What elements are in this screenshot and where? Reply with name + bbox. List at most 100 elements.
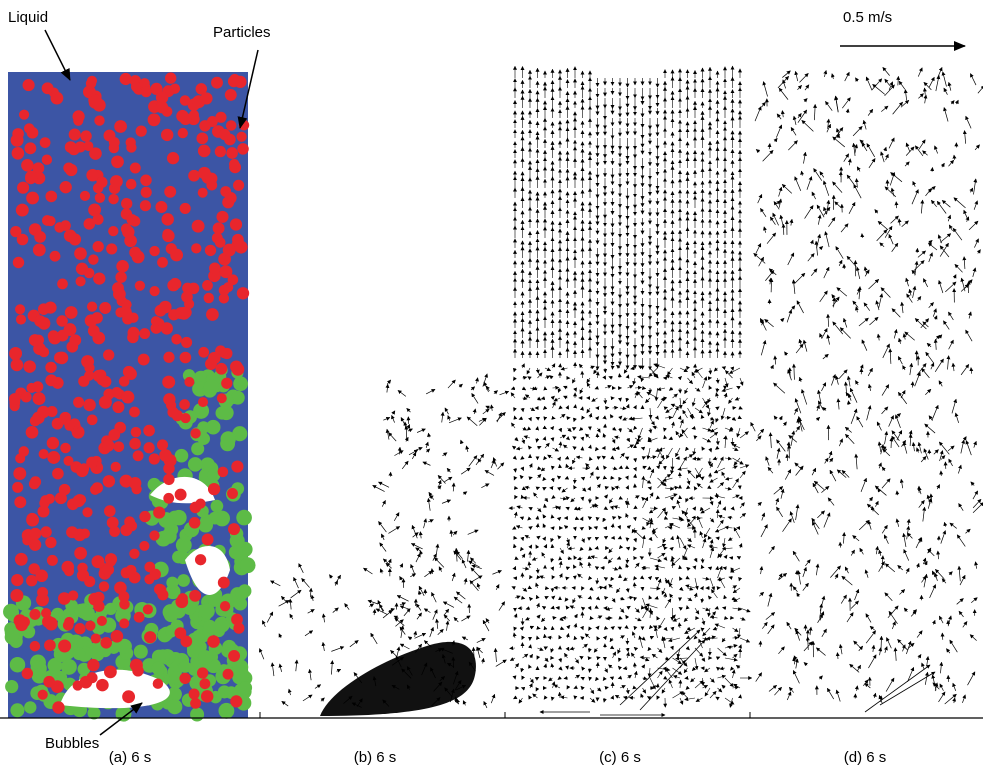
velocity-arrow <box>650 609 651 618</box>
velocity-arrow <box>725 507 726 508</box>
velocity-arrow <box>949 340 954 349</box>
velocity-arrow <box>892 622 895 629</box>
velocity-arrow <box>848 109 849 113</box>
velocity-arrow <box>673 692 684 699</box>
velocity-arrow <box>575 388 576 391</box>
particle <box>200 92 212 104</box>
velocity-arrow <box>605 636 607 638</box>
velocity-arrow <box>856 179 857 188</box>
velocity-arrow <box>658 671 663 678</box>
velocity-arrow <box>608 558 612 563</box>
velocity-arrow <box>635 518 636 521</box>
velocity-arrow <box>885 79 890 86</box>
velocity-arrow <box>954 198 966 208</box>
velocity-arrow <box>925 95 926 103</box>
velocity-arrow <box>918 296 921 301</box>
particle <box>188 170 200 182</box>
velocity-arrow <box>523 468 524 471</box>
velocity-arrow <box>515 596 520 598</box>
velocity-arrow <box>516 448 522 449</box>
velocity-arrow <box>922 368 930 377</box>
particle <box>56 352 69 365</box>
velocity-arrow <box>929 303 934 308</box>
velocity-arrow <box>703 586 704 588</box>
particle <box>208 483 220 495</box>
velocity-arrow <box>723 608 726 609</box>
velocity-arrow <box>770 433 771 448</box>
velocity-arrow <box>658 553 666 558</box>
particle <box>91 312 103 324</box>
velocity-arrow <box>580 388 583 394</box>
velocity-arrow <box>628 404 629 408</box>
particle <box>88 254 98 264</box>
velocity-arrow <box>702 598 703 603</box>
particle <box>103 349 114 360</box>
velocity-arrow <box>597 578 598 584</box>
particle <box>143 425 155 437</box>
particle <box>45 362 56 373</box>
particle <box>64 229 77 242</box>
velocity-arrow <box>605 368 606 373</box>
velocity-arrow <box>733 448 739 451</box>
velocity-arrow <box>615 487 620 488</box>
particle <box>163 352 174 363</box>
velocity-arrow <box>380 569 382 574</box>
velocity-arrow <box>573 447 575 449</box>
velocity-arrow <box>424 571 432 577</box>
velocity-arrow <box>400 606 409 609</box>
particle <box>136 125 147 136</box>
velocity-arrow <box>898 392 906 404</box>
velocity-arrow <box>735 398 740 400</box>
velocity-arrow <box>640 557 643 559</box>
velocity-arrow <box>777 448 779 459</box>
velocity-arrow <box>723 538 725 547</box>
velocity-arrow <box>416 448 422 451</box>
velocity-arrow <box>553 438 554 441</box>
particle <box>65 141 77 153</box>
velocity-arrow <box>695 608 699 614</box>
velocity-arrow <box>802 171 803 176</box>
velocity-arrow <box>561 697 568 698</box>
velocity-arrow <box>831 375 835 386</box>
velocity-arrow <box>733 628 739 632</box>
velocity-arrow <box>463 701 465 706</box>
velocity-arrow <box>442 412 443 422</box>
velocity-arrow <box>485 470 494 475</box>
velocity-arrow <box>560 574 562 578</box>
velocity-arrow <box>515 458 517 459</box>
velocity-arrow <box>635 608 639 613</box>
velocity-arrow <box>598 477 600 478</box>
velocity-arrow <box>795 177 801 191</box>
velocity-arrow <box>952 399 956 413</box>
velocity-arrow <box>515 468 516 472</box>
velocity-arrow <box>686 638 687 639</box>
velocity-arrow <box>411 564 415 574</box>
velocity-arrow <box>478 583 480 588</box>
velocity-arrow <box>881 152 884 162</box>
particle <box>201 690 213 702</box>
particle <box>129 247 141 259</box>
velocity-arrow <box>665 518 668 519</box>
velocity-arrow <box>949 225 952 231</box>
velocity-arrow <box>695 558 697 562</box>
velocity-arrow <box>520 475 523 478</box>
velocity-arrow <box>966 330 973 341</box>
particle <box>64 421 74 431</box>
particle <box>198 188 208 198</box>
velocity-arrow <box>685 698 695 700</box>
velocity-arrow <box>934 450 939 455</box>
velocity-arrow <box>703 685 708 688</box>
velocity-arrow <box>523 588 527 591</box>
velocity-arrow <box>590 588 593 590</box>
velocity-arrow <box>545 596 548 598</box>
velocity-arrow <box>534 493 538 498</box>
velocity-arrow <box>551 538 553 542</box>
velocity-arrow <box>775 138 778 141</box>
velocity-arrow <box>560 517 561 518</box>
velocity-arrow <box>885 593 893 601</box>
particle <box>80 676 93 689</box>
velocity-arrow <box>850 664 860 672</box>
velocity-arrow <box>944 88 948 95</box>
velocity-arrow <box>382 501 385 507</box>
velocity-arrow <box>500 391 509 394</box>
